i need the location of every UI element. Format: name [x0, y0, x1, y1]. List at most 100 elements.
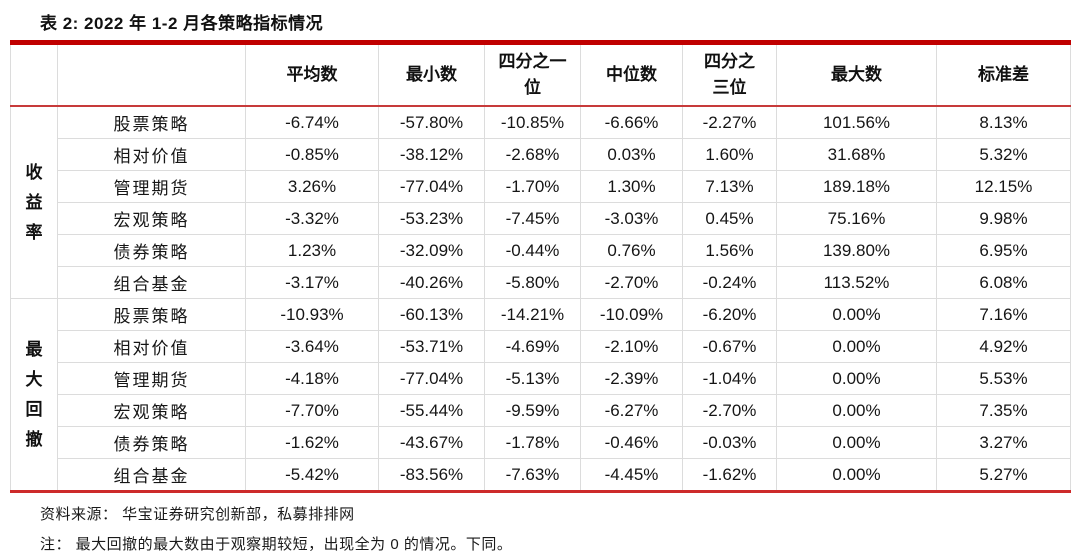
header-cell-q3: 四分之 三位	[682, 42, 777, 107]
value-cell: -3.32%	[245, 202, 379, 235]
strategy-name-cell: 股票策略	[57, 298, 246, 331]
table-footer: 资料来源： 华宝证券研究创新部，私募排排网 注： 最大回撤的最大数由于观察期较短…	[0, 493, 1080, 554]
table-row: 管理期货 3.26% -77.04% -1.70% 1.30% 7.13% 189.18% 1…	[11, 170, 1071, 203]
value-cell: -7.45%	[484, 202, 581, 235]
value-cell: -53.71%	[378, 330, 485, 363]
value-cell: -2.70%	[682, 394, 777, 427]
value-cell: -43.67%	[378, 426, 485, 459]
strategy-name-cell: 组合基金	[57, 458, 246, 492]
value-cell: -4.45%	[580, 458, 683, 492]
value-cell: -3.64%	[245, 330, 379, 363]
value-cell: 5.53%	[936, 362, 1071, 395]
value-cell: -77.04%	[378, 170, 485, 203]
value-cell: -5.80%	[484, 266, 581, 299]
table-row: 收益率 股票策略 -6.74% -57.80% -10.85% -6.66% -2.27% 1…	[10, 105, 1071, 299]
value-cell: 7.16%	[936, 298, 1071, 331]
value-cell: -83.56%	[378, 458, 485, 492]
value-cell: -0.67%	[682, 330, 777, 363]
strategy-name-cell: 相对价值	[57, 138, 246, 171]
value-cell: 9.98%	[936, 202, 1071, 235]
value-cell: -4.18%	[245, 362, 379, 395]
value-cell: 0.00%	[776, 458, 937, 492]
value-cell: -1.70%	[484, 170, 581, 203]
value-cell: 1.30%	[580, 170, 683, 203]
row-group-vertical-text: 最大回撤	[25, 340, 43, 449]
value-cell: -32.09%	[378, 234, 485, 267]
row-group-label: 收益率	[10, 105, 58, 299]
value-cell: 0.45%	[682, 202, 777, 235]
strategy-name-cell: 债券策略	[57, 426, 246, 459]
strategy-name-cell: 组合基金	[57, 266, 246, 299]
header-cell-mean: 平均数	[245, 42, 379, 107]
header-cell-empty-strategy	[57, 42, 246, 107]
table-body: 收益率股票策略 -6.74% -57.80% -10.85% -6.66% -2.27% 1…	[10, 105, 1071, 492]
source-note: 资料来源： 华宝证券研究创新部，私募排排网	[40, 506, 355, 523]
value-cell: -40.26%	[378, 266, 485, 299]
value-cell: -2.39%	[580, 362, 683, 395]
value-cell: -2.10%	[580, 330, 683, 363]
value-cell: -0.44%	[484, 234, 581, 267]
value-cell: 139.80%	[776, 234, 937, 267]
table-row: 相对价值 -3.64% -53.71% -4.69% -2.10% -0.67% 0.00%…	[11, 330, 1071, 363]
value-cell: 1.56%	[682, 234, 777, 267]
strategy-name-cell: 管理期货	[57, 362, 246, 395]
header-cell-max: 最大数	[776, 42, 937, 107]
strategy-name-cell: 管理期货	[57, 170, 246, 203]
value-cell: 7.35%	[936, 394, 1071, 427]
value-cell: -53.23%	[378, 202, 485, 235]
value-cell: 0.00%	[776, 426, 937, 459]
value-cell: -1.78%	[484, 426, 581, 459]
table-row: 最大回撤股票策略 -10.93% -60.13% -14.21% -10.09% -6.2…	[10, 298, 1071, 492]
value-cell: -7.70%	[245, 394, 379, 427]
strategy-name-cell: 宏观策略	[57, 202, 246, 235]
value-cell: 0.76%	[580, 234, 683, 267]
row-group-label: 最大回撤	[10, 298, 58, 492]
table-row: 债券策略 -1.62% -43.67% -1.78% -0.46% -0.03% 0.00%…	[11, 426, 1071, 459]
table-row: 管理期货 -4.18% -77.04% -5.13% -2.39% -1.04% 0.00%…	[11, 362, 1071, 395]
value-cell: 7.13%	[682, 170, 777, 203]
value-cell: -9.59%	[484, 394, 581, 427]
value-cell: -6.74%	[245, 105, 379, 139]
value-cell: -10.09%	[580, 298, 683, 331]
value-cell: -0.24%	[682, 266, 777, 299]
value-cell: -0.46%	[580, 426, 683, 459]
value-cell: -10.85%	[484, 105, 581, 139]
value-cell: 0.00%	[776, 362, 937, 395]
value-cell: 8.13%	[936, 105, 1071, 139]
value-cell: -3.03%	[580, 202, 683, 235]
value-cell: 0.00%	[776, 298, 937, 331]
value-cell: 4.92%	[936, 330, 1071, 363]
value-cell: 6.08%	[936, 266, 1071, 299]
header-cell-min: 最小数	[378, 42, 485, 107]
value-cell: -6.66%	[580, 105, 683, 139]
value-cell: -2.68%	[484, 138, 581, 171]
value-cell: -7.63%	[484, 458, 581, 492]
strategy-name-cell: 股票策略	[57, 105, 246, 139]
value-cell: 31.68%	[776, 138, 937, 171]
value-cell: -57.80%	[378, 105, 485, 139]
header-row: 平均数 最小数 四分之一 位 中位数 四分之 三位 最大数 标准差	[10, 42, 1071, 107]
value-cell: -2.27%	[682, 105, 777, 139]
table-title: 表 2: 2022 年 1-2 月各策略指标情况	[40, 14, 324, 33]
value-cell: -60.13%	[378, 298, 485, 331]
value-cell: -55.44%	[378, 394, 485, 427]
strategy-name-cell: 债券策略	[57, 234, 246, 267]
strategy-name-cell: 宏观策略	[57, 394, 246, 427]
value-cell: 0.03%	[580, 138, 683, 171]
value-cell: -38.12%	[378, 138, 485, 171]
value-cell: -6.20%	[682, 298, 777, 331]
value-cell: -6.27%	[580, 394, 683, 427]
value-cell: 1.23%	[245, 234, 379, 267]
value-cell: -1.62%	[682, 458, 777, 492]
header-cell-empty-group	[10, 42, 58, 107]
table-row: 债券策略 1.23% -32.09% -0.44% 0.76% 1.56% 139.80% 6…	[11, 234, 1071, 267]
annotation-note: 注： 最大回撤的最大数由于观察期较短，出现全为 0 的情况。下同。	[40, 536, 513, 553]
row-group-vertical-text: 收益率	[25, 163, 43, 242]
strategy-name-cell: 相对价值	[57, 330, 246, 363]
value-cell: -1.04%	[682, 362, 777, 395]
header-cell-median: 中位数	[580, 42, 683, 107]
value-cell: 3.27%	[936, 426, 1071, 459]
value-cell: -0.85%	[245, 138, 379, 171]
table-row: 组合基金 -3.17% -40.26% -5.80% -2.70% -0.24% 113.5…	[11, 266, 1071, 299]
